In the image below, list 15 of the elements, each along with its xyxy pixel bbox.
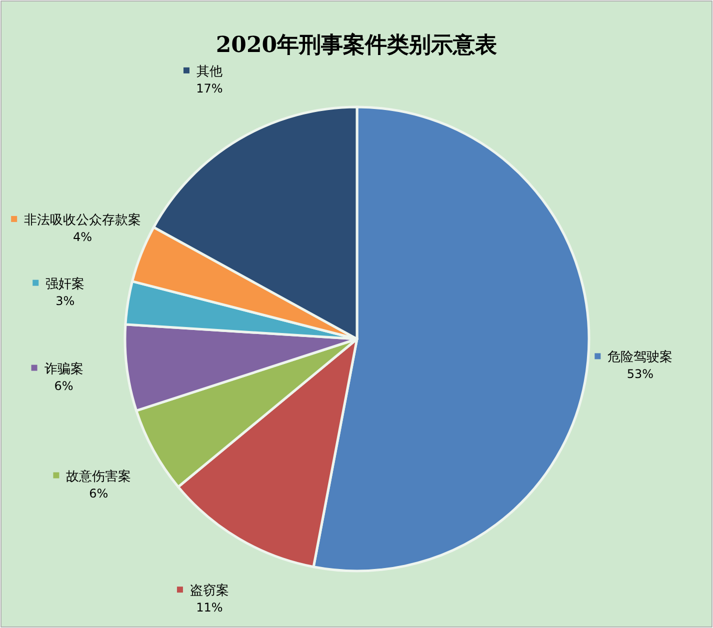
data-label: 6% <box>89 486 108 500</box>
data-label: 17% <box>196 81 223 96</box>
chart-title: 2020年刑事案件类别示意表 <box>216 32 498 58</box>
data-label: 11% <box>196 600 223 615</box>
legend-label: 盗窃案 <box>190 582 229 599</box>
legend-label: 其他 <box>196 64 222 80</box>
legend-label: 强奸案 <box>46 276 85 292</box>
legend-label: 非法吸收公众存款案 <box>24 212 142 228</box>
data-label: 3% <box>56 294 75 308</box>
legend-label: 诈骗案 <box>44 360 84 377</box>
data-label: 53% <box>626 367 654 382</box>
legend-label: 危险驾驶案 <box>608 349 673 366</box>
legend-label: 故意伤害案 <box>66 468 132 484</box>
data-label: 4% <box>73 230 92 244</box>
data-label: 6% <box>54 378 74 393</box>
